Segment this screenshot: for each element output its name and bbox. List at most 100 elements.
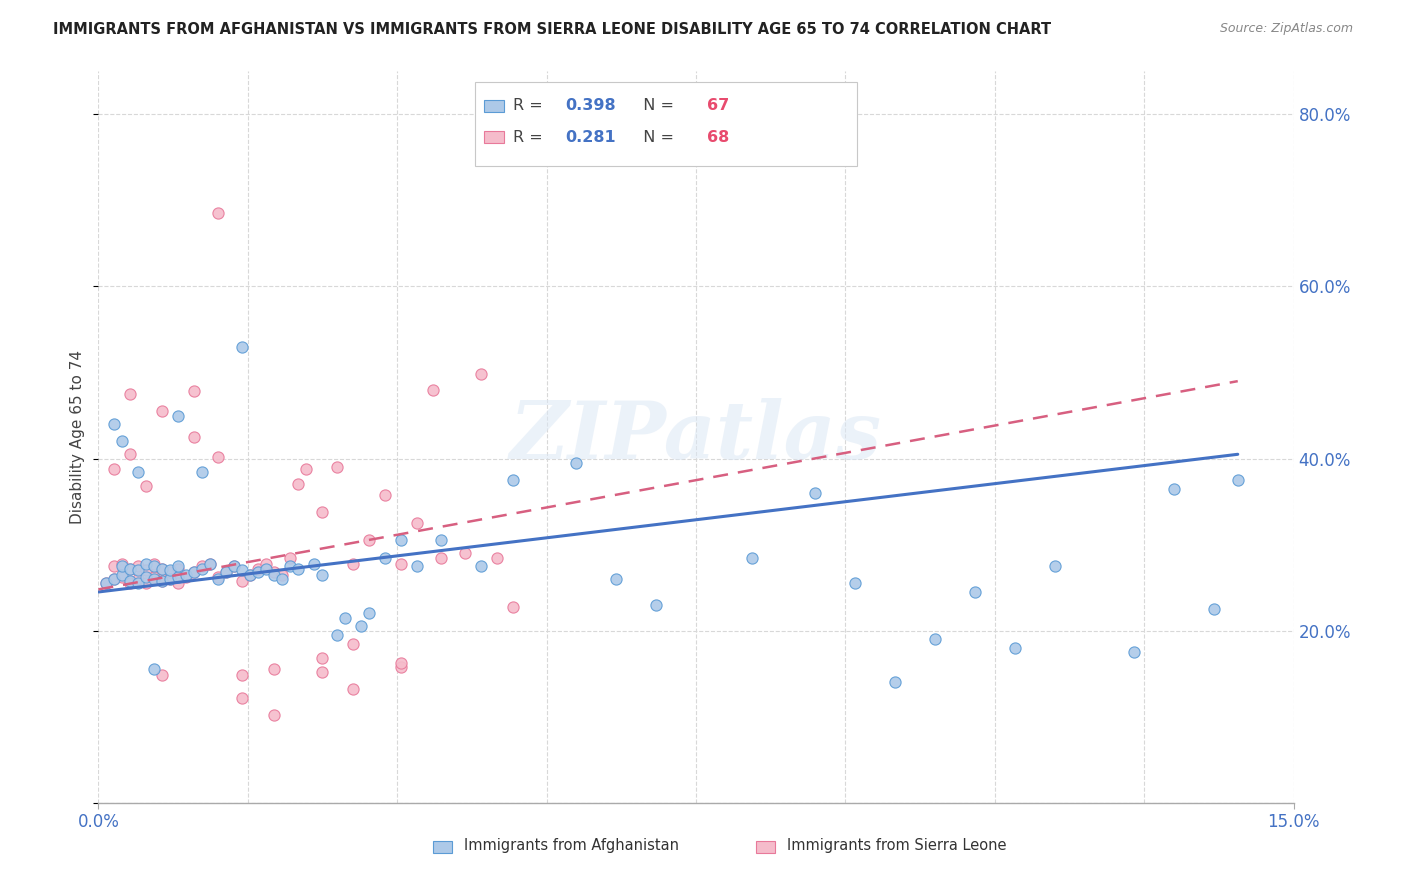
Point [127,564,149,578]
Point [254,562,277,576]
Point [150,562,173,576]
Point [374,488,396,502]
Point [430,533,453,548]
Point [120,562,142,576]
Point [263,565,285,579]
Point [342,557,364,571]
Point [254,557,277,571]
Point [645,598,668,612]
Point [263,708,285,723]
Point [150,668,173,682]
Text: IMMIGRANTS FROM AFGHANISTAN VS IMMIGRANTS FROM SIERRA LEONE DISABILITY AGE 65 TO: IMMIGRANTS FROM AFGHANISTAN VS IMMIGRANT… [53,22,1052,37]
FancyBboxPatch shape [485,131,503,143]
Point [302,557,325,571]
Point [342,637,364,651]
Point [127,559,149,574]
Point [1163,482,1185,496]
Point [159,572,181,586]
Point [335,611,357,625]
Text: R =: R = [513,98,548,113]
Point [222,559,245,574]
Point [198,557,221,571]
Point [150,574,173,588]
Point [605,572,627,586]
Point [359,533,381,548]
Point [135,564,157,578]
Point [844,576,866,591]
Point [311,505,333,519]
Text: R =: R = [513,129,548,145]
Point [167,559,190,574]
Point [111,557,134,571]
Point [342,682,364,697]
FancyBboxPatch shape [485,100,503,112]
Text: 0.398: 0.398 [565,98,616,113]
Point [120,387,142,401]
Point [159,565,181,579]
Point [191,465,214,479]
Point [207,206,229,220]
Point [183,384,205,399]
Point [924,632,946,647]
Point [231,690,253,705]
Text: Immigrants from Sierra Leone: Immigrants from Sierra Leone [787,838,1007,853]
Point [103,559,125,574]
Point [278,550,301,565]
Text: Source: ZipAtlas.com: Source: ZipAtlas.com [1219,22,1353,36]
Point [120,576,142,591]
Text: N =: N = [633,129,679,145]
Point [167,576,190,591]
Point [454,546,477,560]
Point [159,572,181,586]
Point [287,477,309,491]
Point [135,570,157,584]
Point [143,559,166,574]
Point [135,576,157,591]
Point [246,562,269,576]
Point [150,574,173,588]
Point [231,564,253,578]
Point [103,462,125,476]
Point [350,619,373,633]
Point [389,657,412,671]
Point [406,559,429,574]
Point [135,479,157,493]
Point [103,417,125,432]
Point [198,557,221,571]
Y-axis label: Disability Age 65 to 74: Disability Age 65 to 74 [70,350,86,524]
Point [374,550,396,565]
Point [174,567,197,582]
Point [183,565,205,579]
Point [502,473,524,487]
Point [1202,602,1225,616]
Point [884,675,907,690]
Point [406,516,429,530]
Point [120,562,142,576]
Point [359,607,381,621]
Point [222,559,245,574]
Point [1043,559,1066,574]
Point [1226,473,1249,487]
Point [167,570,190,584]
Point [183,565,205,579]
Text: 0.281: 0.281 [565,129,616,145]
Point [150,562,173,576]
Point [103,572,125,586]
FancyBboxPatch shape [433,841,453,853]
FancyBboxPatch shape [475,82,858,167]
Point [270,572,292,586]
Point [430,550,453,565]
Point [239,567,262,582]
Point [167,562,190,576]
Point [565,456,588,470]
Point [96,576,118,591]
Point [804,486,827,500]
Point [231,574,253,588]
Point [470,368,492,382]
Point [167,409,190,423]
Point [389,557,412,571]
Point [1123,645,1146,659]
Point [326,628,349,642]
Point [183,430,205,444]
Point [294,462,316,476]
